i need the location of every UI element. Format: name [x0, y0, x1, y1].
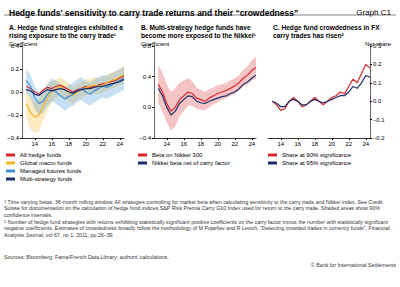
svg-text:All hedge funds: All hedge funds [20, 152, 61, 158]
svg-text:C. Hedge fund crowdedness in F: C. Hedge fund crowdedness in FX [273, 24, 381, 32]
svg-text:Share at 95% significance: Share at 95% significance [282, 160, 352, 166]
svg-text:Coefficient: Coefficient [9, 41, 38, 47]
svg-text:22: 22 [99, 141, 106, 147]
html-text:Sources: Bloomberg; Fama/Frenc: Sources: Bloomberg; Fama/French Data Lib… [4, 254, 169, 260]
svg-text:14: 14 [31, 141, 38, 147]
svg-text:16: 16 [48, 141, 55, 147]
svg-text:–0.2: –0.2 [7, 112, 19, 118]
svg-text:20: 20 [214, 141, 221, 147]
svg-text:16: 16 [294, 141, 301, 147]
svg-text:24: 24 [116, 141, 123, 147]
svg-text:20: 20 [82, 141, 89, 147]
svg-text:A. Hedge fund strategies exhib: A. Hedge fund strategies exhibited a [9, 24, 125, 32]
svg-text:22: 22 [231, 141, 238, 147]
svg-text:18: 18 [65, 141, 72, 147]
svg-text:Coefficient: Coefficient [141, 41, 170, 47]
svg-text:–0.2: –0.2 [373, 135, 385, 141]
html-text:2 Number of hedge fund strateg: 2 Number of hedge fund strategies with r… [4, 218, 390, 238]
svg-text:–0.4: –0.4 [7, 135, 19, 141]
svg-text:B. Multi-strategy hedge funds: B. Multi-strategy hedge funds have [141, 24, 252, 32]
svg-text:carry trades has risen²: carry trades has risen² [273, 32, 345, 40]
svg-text:Managed futures funds: Managed futures funds [20, 168, 81, 174]
svg-text:–0.1: –0.1 [373, 117, 385, 123]
svg-text:14: 14 [277, 141, 284, 147]
svg-text:Multi-strategy funds: Multi-strategy funds [20, 176, 72, 182]
svg-text:0.1: 0.1 [373, 80, 382, 86]
svg-text:Net share: Net share [365, 41, 392, 47]
svg-text:0.4: 0.4 [143, 74, 152, 80]
svg-text:Graph C1: Graph C1 [356, 8, 391, 17]
svg-text:18: 18 [311, 141, 318, 147]
html-text:1Time varying betas, 36-month: 1Time varying betas, 36-month rolling wi… [4, 198, 383, 218]
svg-text:22: 22 [345, 141, 352, 147]
svg-text:14: 14 [163, 141, 170, 147]
svg-text:Share at 90% significance: Share at 90% significance [282, 152, 352, 158]
svg-text:0.2: 0.2 [11, 66, 20, 72]
svg-text:become more exposed to the Nik: become more exposed to the Nikkei¹ [141, 32, 256, 40]
svg-text:16: 16 [180, 141, 187, 147]
svg-text:0.0: 0.0 [143, 104, 152, 110]
svg-text:24: 24 [248, 141, 255, 147]
svg-text:rising exposure to the carry t: rising exposure to the carry trade¹ [9, 32, 116, 40]
svg-text:24: 24 [362, 141, 369, 147]
svg-text:20: 20 [328, 141, 335, 147]
svg-text:0.0: 0.0 [11, 89, 20, 95]
svg-text:0.0: 0.0 [373, 98, 382, 104]
svg-text:Global macro funds: Global macro funds [20, 160, 72, 166]
svg-text:–0.4: –0.4 [139, 135, 151, 141]
svg-text:0.2: 0.2 [373, 61, 382, 67]
svg-text:Beta on Nikkei 300: Beta on Nikkei 300 [152, 152, 203, 158]
svg-text:18: 18 [197, 141, 204, 147]
svg-text:Nikkei beta net of carry facto: Nikkei beta net of carry factor [152, 160, 230, 166]
html-text:© Bank for International Settl: © Bank for International Settlements [310, 262, 396, 268]
svg-text:Hedge funds' sensitivity to ca: Hedge funds' sensitivity to carry trade … [9, 8, 298, 18]
